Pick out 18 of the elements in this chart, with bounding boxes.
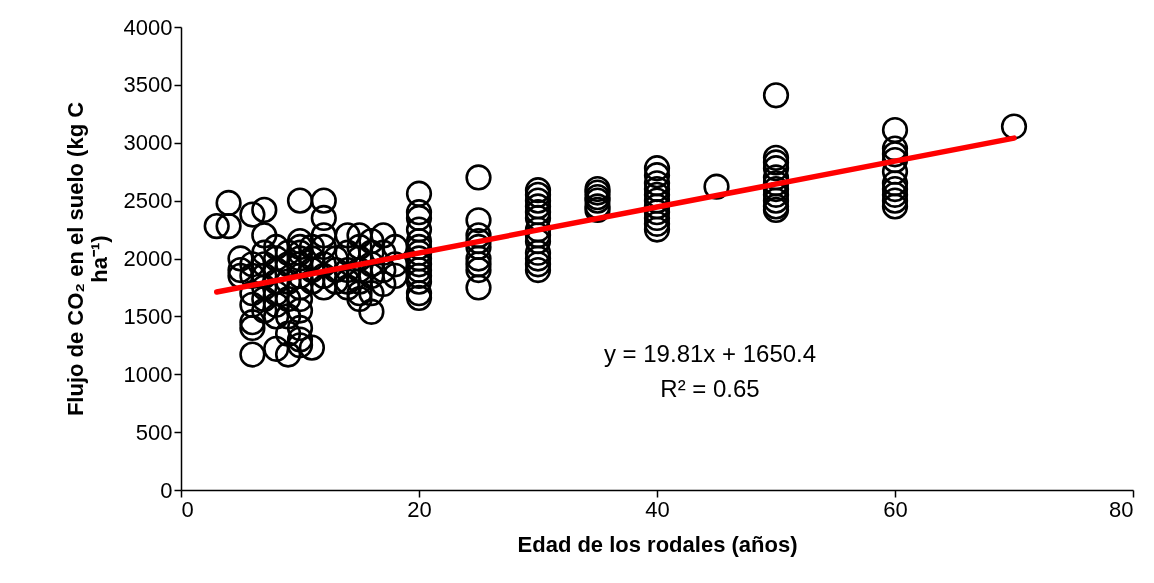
- y-tick-label: 500: [135, 419, 173, 445]
- x-tick-label: 20: [407, 496, 432, 522]
- annotation: R² = 0.65: [660, 375, 760, 402]
- y-tick-label: 2000: [123, 246, 173, 271]
- y-tick-label: 1500: [123, 303, 173, 329]
- x-axis-title: Edad de los rodales (años): [517, 531, 798, 557]
- x-tick-label: 80: [1109, 496, 1134, 522]
- y-tick-label: 2500: [123, 188, 173, 214]
- x-tick-label: 60: [883, 496, 908, 522]
- x-tick-label: 40: [645, 496, 670, 522]
- annotation: y = 19.81x + 1650.4: [603, 340, 817, 367]
- y-tick-label: 0: [160, 477, 173, 503]
- y-tick-label: 4000: [123, 14, 173, 40]
- y-tick-label: 3000: [123, 130, 173, 156]
- y-axis-title: Flujo de CO₂ en el suelo (kg C ha⁻¹): [62, 101, 112, 417]
- y-tick-label: 1000: [123, 361, 173, 387]
- y-tick-label: 3500: [123, 72, 173, 98]
- x-tick-label: 0: [181, 496, 194, 522]
